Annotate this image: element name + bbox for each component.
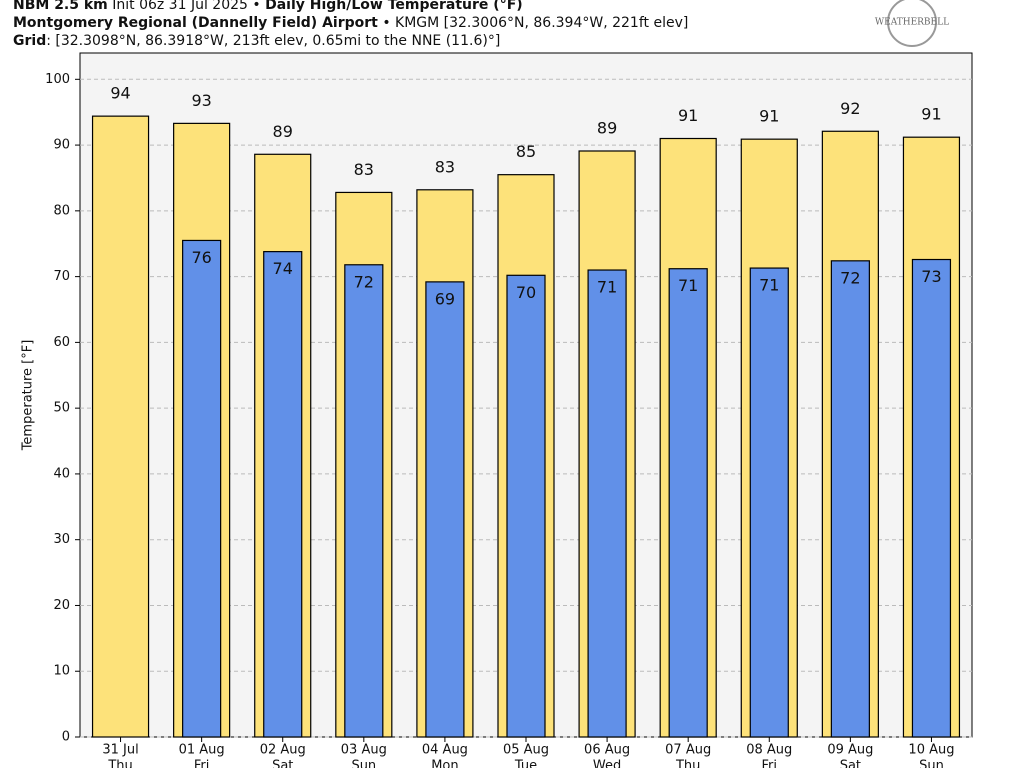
value-label: 91 [759,107,779,126]
bar [425,281,465,738]
separator: • [252,0,260,13]
bar [344,264,384,738]
y-tick-label: 100 [45,72,70,87]
y-tick-label: 90 [53,138,70,153]
y-tick-label: 30 [53,532,70,547]
y-tick-label: 40 [53,466,70,481]
station-info: • KMGM [32.3006°N, 86.394°W, 221ft elev] [382,15,688,31]
bar [830,260,870,738]
x-tick-weekday: Wed [593,759,621,768]
x-tick-weekday: Thu [675,759,700,768]
value-label: 94 [110,84,130,103]
value-label: 83 [354,160,374,179]
header-line-3: Grid: [32.3098°N, 86.3918°W, 213ft elev,… [13,33,500,49]
value-label: 93 [191,91,211,110]
product: Daily High/Low Temperature (°F) [265,0,523,13]
x-tick-label: 02 Aug [260,743,306,758]
logo: WEATHERBELL [875,18,949,28]
y-tick-label: 20 [53,598,70,613]
y-tick-label: 70 [53,269,70,284]
x-tick-weekday: Mon [431,759,458,768]
x-tick-label: 31 Jul [102,743,138,758]
x-tick-label: 06 Aug [584,743,630,758]
y-tick-label: 10 [53,664,70,679]
value-label: 85 [516,142,536,161]
logo-swirl [887,0,937,47]
x-tick-label: 04 Aug [422,743,468,758]
x-tick-label: 07 Aug [665,743,711,758]
value-label: 92 [840,99,860,118]
y-axis-label: Temperature [°F] [21,340,36,452]
bar [668,268,708,738]
bar [263,251,303,738]
x-tick-label: 01 Aug [179,743,225,758]
model: NBM 2.5 km [13,0,108,13]
x-tick-weekday: Tue [514,759,537,768]
bar [91,115,150,738]
bar [587,269,627,738]
header-line-1: NBM 2.5 km Init 06z 31 Jul 2025 • Daily … [13,0,523,13]
x-tick-weekday: Fri [194,759,210,768]
bar [749,267,789,738]
value-label: 71 [759,276,779,295]
init: Init 06z 31 Jul 2025 [112,0,248,13]
x-tick-weekday: Thu [107,759,132,768]
grid-info: : [32.3098°N, 86.3918°W, 213ft elev, 0.6… [46,33,500,49]
bar [182,239,222,738]
value-label: 71 [678,276,698,295]
y-tick-label: 60 [53,335,70,350]
value-label: 89 [597,118,617,137]
y-tick-label: 50 [53,401,70,416]
x-tick-label: 09 Aug [827,743,873,758]
value-label: 70 [516,283,536,302]
value-label: 72 [354,272,374,291]
x-tick-weekday: Sun [351,759,376,768]
header-line-2: Montgomery Regional (Dannelly Field) Air… [13,15,688,31]
x-tick-weekday: Sat [272,759,293,768]
value-label: 73 [921,267,941,286]
grid-label: Grid [13,33,46,49]
value-label: 74 [273,259,293,278]
value-label: 69 [435,289,455,308]
value-label: 72 [840,268,860,287]
station: Montgomery Regional (Dannelly Field) Air… [13,15,378,31]
x-tick-label: 05 Aug [503,743,549,758]
x-tick-weekday: Sun [919,759,944,768]
x-tick-label: 03 Aug [341,743,387,758]
bar [911,258,952,738]
bar [506,274,546,738]
x-tick-label: 10 Aug [908,743,954,758]
value-label: 91 [678,106,698,125]
x-tick-label: 08 Aug [746,743,792,758]
y-tick-label: 80 [53,203,70,218]
value-label: 91 [921,105,941,124]
y-tick-label: 0 [62,730,70,745]
value-label: 83 [435,157,455,176]
x-tick-weekday: Fri [762,759,778,768]
value-label: 89 [273,122,293,141]
x-tick-weekday: Sat [840,759,861,768]
value-label: 76 [191,248,211,267]
value-label: 71 [597,278,617,297]
